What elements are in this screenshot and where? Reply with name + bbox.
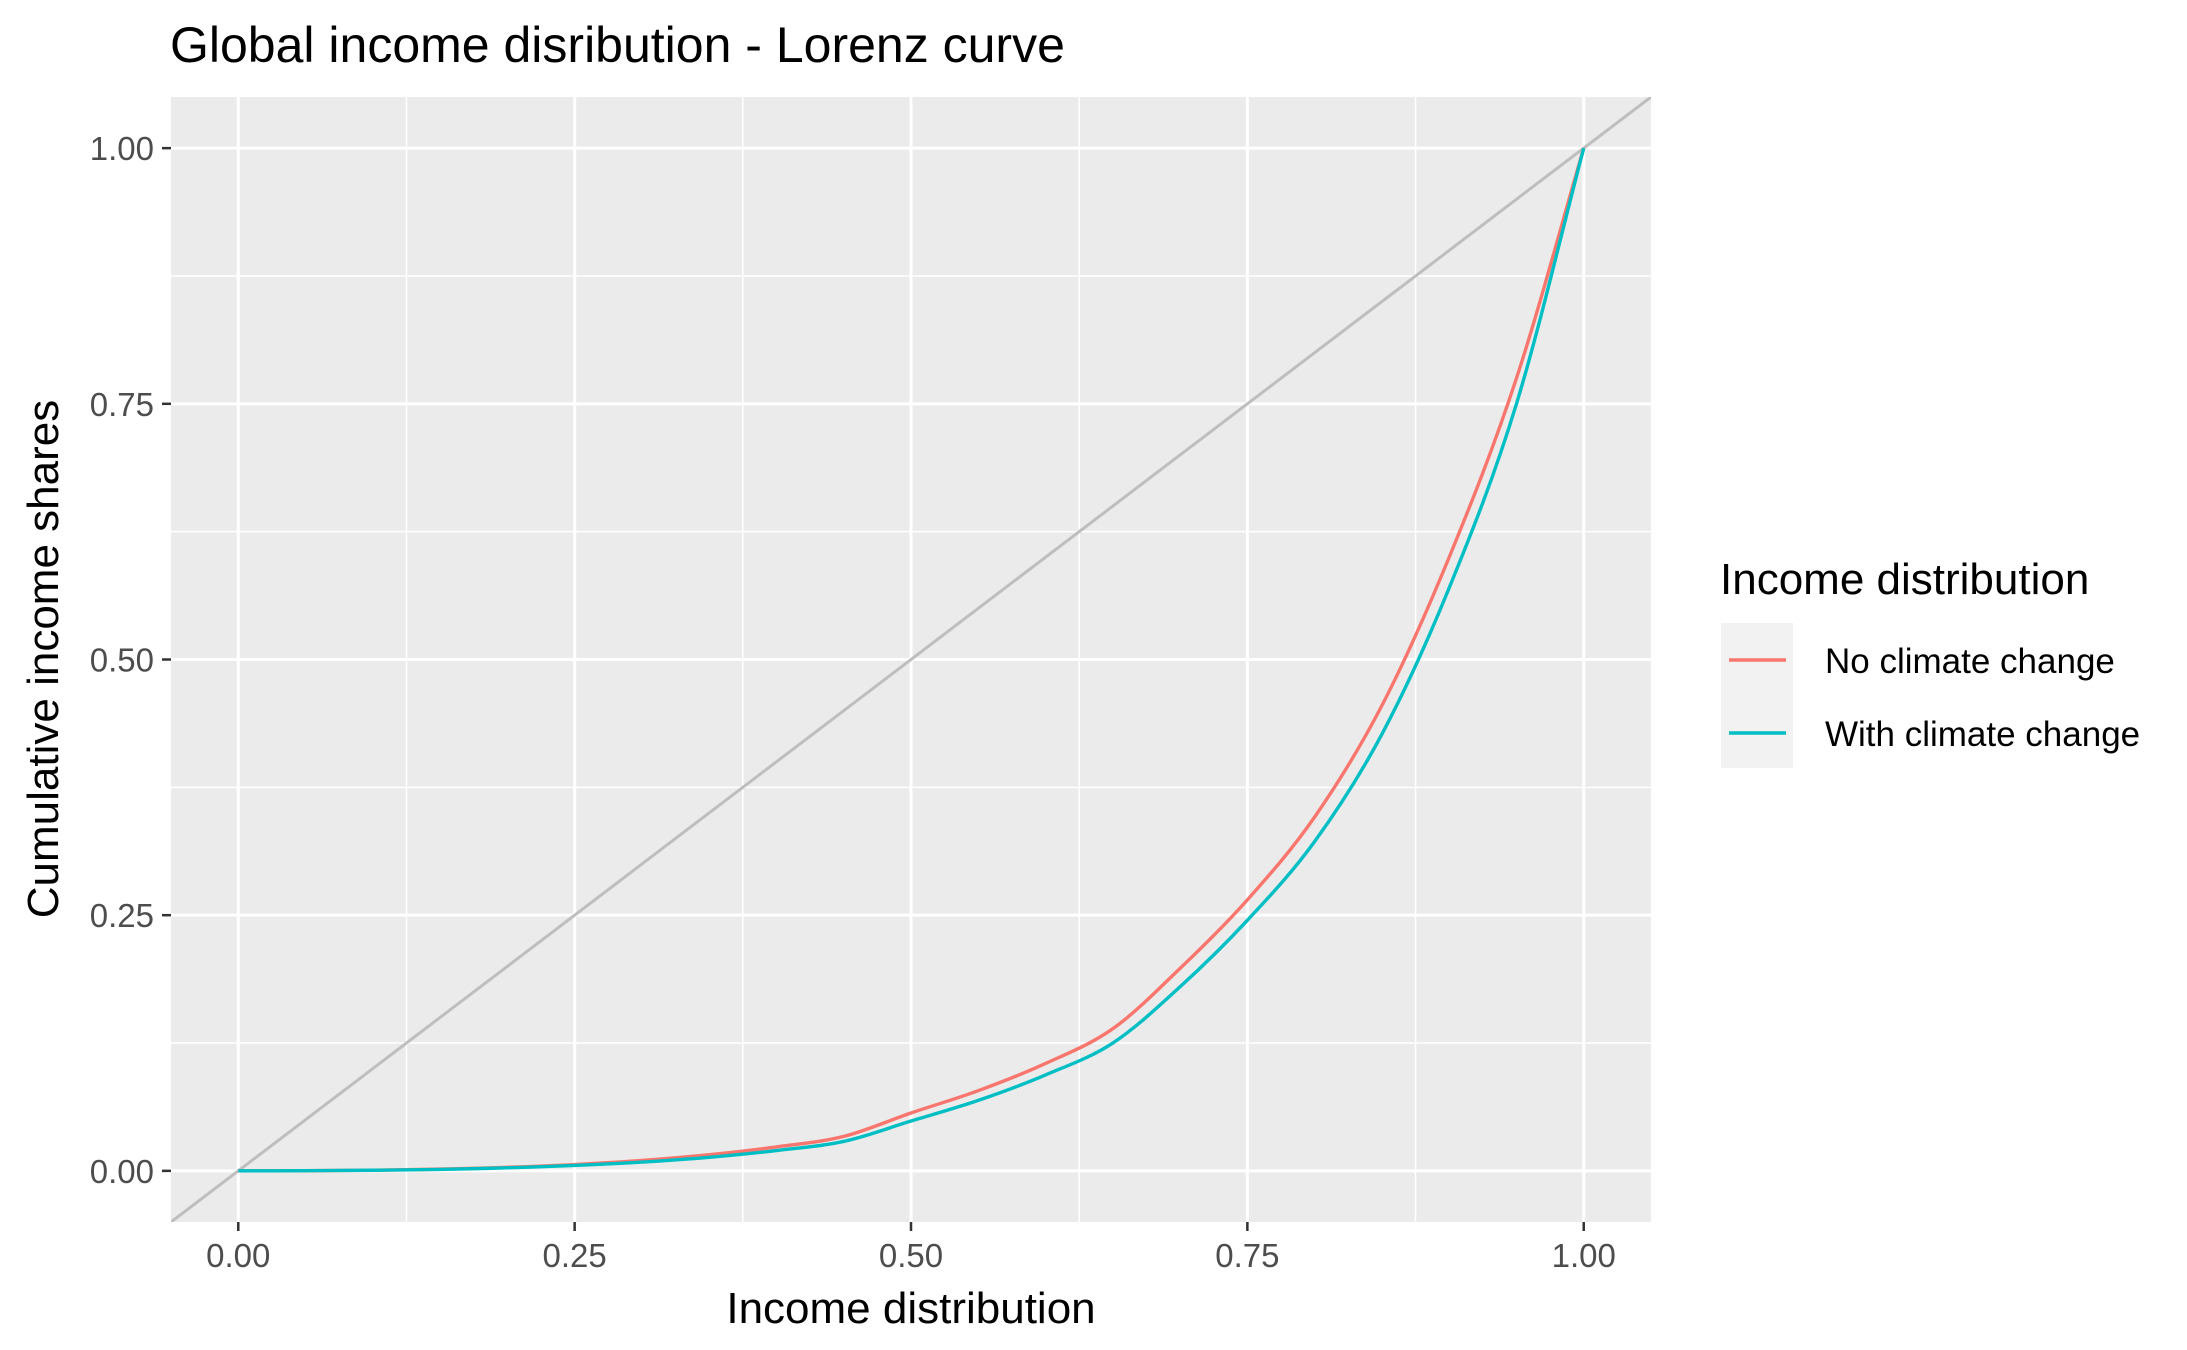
series-line-with-climate-change [238, 147, 1586, 1173]
y-tick-label: 0.00 [90, 1153, 154, 1190]
y-tick-label: 0.75 [90, 386, 154, 423]
legend-title: Income distribution [1720, 555, 2089, 604]
x-tick-label: 0.50 [879, 1237, 943, 1274]
legend-key-background [1721, 623, 1793, 768]
y-axis-title: Cumulative income shares [19, 400, 68, 918]
chart-title: Global income disribution - Lorenz curve [170, 17, 1065, 73]
equality-line [171, 97, 1651, 1222]
legend-label-with-climate-change: With climate change [1825, 715, 2140, 754]
x-axis: 0.00 0.25 0.50 0.75 1.00 [206, 1222, 1616, 1274]
x-tick-label: 1.00 [1552, 1237, 1616, 1274]
x-tick-label: 0.00 [206, 1237, 270, 1274]
x-axis-title: Income distribution [726, 1284, 1095, 1333]
y-tick-label: 0.50 [90, 642, 154, 679]
y-axis: 0.00 0.25 0.50 0.75 1.00 [90, 130, 171, 1190]
y-tick-label: 0.25 [90, 897, 154, 934]
legend-label-no-climate-change: No climate change [1825, 642, 2115, 681]
x-tick-label: 0.25 [543, 1237, 607, 1274]
y-tick-label: 1.00 [90, 130, 154, 167]
legend: Income distribution No climate change Wi… [1720, 555, 2140, 768]
x-tick-label: 0.75 [1215, 1237, 1279, 1274]
